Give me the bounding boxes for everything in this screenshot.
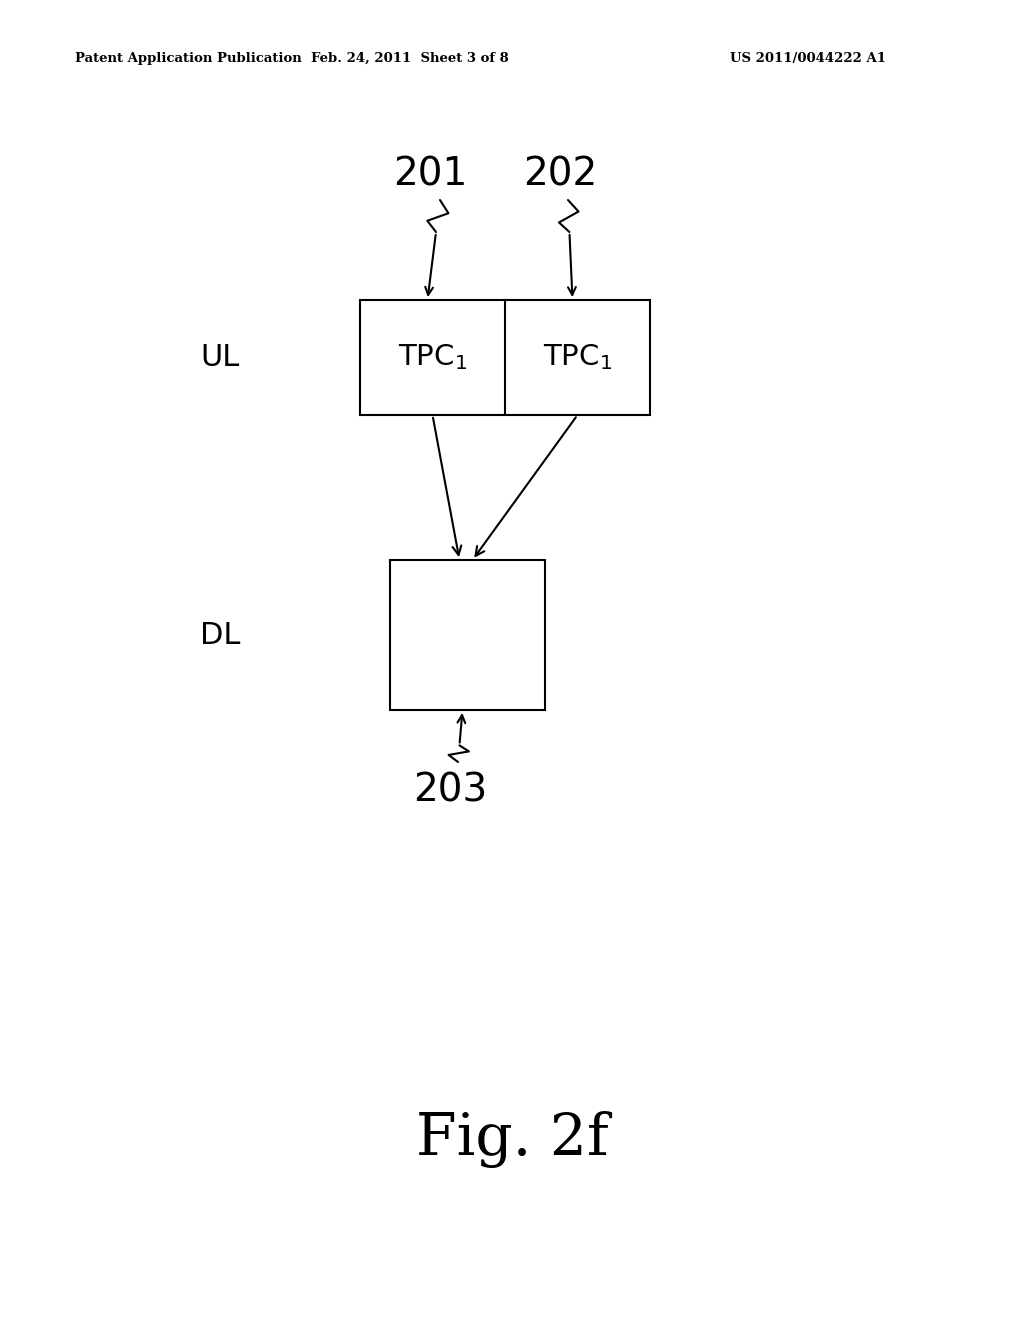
Text: TPC$_1$: TPC$_1$	[398, 343, 467, 372]
Text: DL: DL	[200, 620, 241, 649]
Text: Patent Application Publication: Patent Application Publication	[75, 51, 302, 65]
Text: 202: 202	[523, 156, 597, 194]
Text: Fig. 2f: Fig. 2f	[416, 1111, 608, 1168]
Text: UL: UL	[201, 343, 240, 372]
Text: 203: 203	[413, 771, 487, 809]
Text: 201: 201	[393, 156, 467, 194]
Bar	[390, 560, 545, 710]
Bar	[360, 300, 650, 414]
Text: Feb. 24, 2011  Sheet 3 of 8: Feb. 24, 2011 Sheet 3 of 8	[311, 51, 509, 65]
Text: TPC$_1$: TPC$_1$	[543, 343, 612, 372]
Text: US 2011/0044222 A1: US 2011/0044222 A1	[730, 51, 886, 65]
